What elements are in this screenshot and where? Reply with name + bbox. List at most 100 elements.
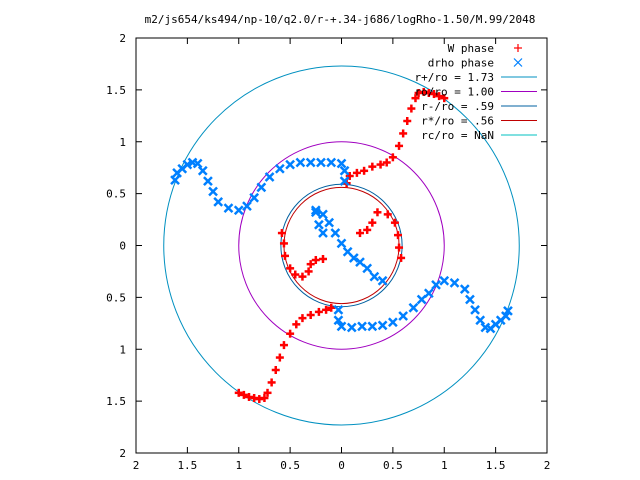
data-point (459, 284, 470, 294)
data-point (416, 294, 427, 305)
legend-label: r-/ro = .59 (421, 100, 494, 113)
data-point (333, 315, 344, 326)
data-point (327, 303, 336, 312)
data-point (388, 153, 397, 162)
data-point (475, 315, 486, 326)
data-point (275, 353, 284, 362)
data-point (249, 192, 260, 203)
data-point (465, 294, 475, 305)
axis-ticks: 2 1.5 1 0.5 0 0.5 1 1.5 221.510.500.511.52 (106, 32, 550, 472)
x-tick-label: 1 (235, 459, 242, 472)
x-tick-label: 0.5 (383, 459, 403, 472)
data-point (333, 304, 344, 315)
y-tick-label: 2 (119, 32, 126, 45)
point-layer (170, 87, 513, 404)
data-point (223, 203, 234, 214)
data-point (256, 182, 267, 193)
y-tick-label: 1 (119, 136, 126, 149)
x-tick-label: 2 (133, 459, 140, 472)
data-point (369, 271, 380, 282)
legend-entry: rc/ro = NaN (421, 129, 537, 142)
data-point (431, 280, 441, 290)
data-point (368, 218, 377, 227)
legend-label: drho phase (428, 57, 494, 70)
data-point (395, 243, 404, 252)
data-point (362, 263, 373, 274)
x-tick-label: 1.5 (177, 459, 197, 472)
data-point (382, 158, 391, 167)
legend-entry: r+/ro = 1.73 (415, 71, 537, 84)
legend-entry: r-/ro = .59 (421, 100, 537, 113)
data-point (203, 176, 213, 187)
data-point (355, 257, 365, 267)
legend-marker (513, 58, 523, 67)
data-point (387, 317, 398, 328)
data-point (398, 311, 409, 321)
data-point (234, 388, 243, 397)
legend-label: ro/ro = 1.00 (415, 86, 494, 99)
data-point (263, 388, 272, 397)
data-point (298, 272, 307, 281)
y-tick-label: 2 (119, 447, 126, 460)
legend-entry: ro/ro = 1.00 (415, 86, 537, 99)
data-point (336, 238, 347, 249)
data-point (170, 175, 180, 186)
data-point (306, 311, 315, 320)
data-point (377, 320, 388, 331)
data-point (326, 157, 337, 168)
data-point (357, 321, 367, 332)
y-tick-label: 1.5 (106, 84, 126, 97)
data-point (182, 159, 193, 170)
data-point (348, 253, 359, 263)
data-point (304, 267, 313, 276)
data-point (316, 157, 326, 168)
data-point (330, 228, 341, 238)
data-point (339, 165, 350, 176)
data-point (377, 275, 388, 286)
data-point (311, 256, 320, 265)
legend-entry: r*/ro = .56 (421, 115, 537, 128)
data-point (407, 104, 416, 113)
data-point (295, 157, 306, 168)
legend-entry: drho phase (428, 57, 523, 70)
data-point (346, 322, 357, 333)
data-point (192, 158, 203, 169)
data-point (260, 394, 269, 403)
data-point (318, 228, 328, 238)
data-point (267, 378, 276, 387)
data-point (336, 321, 347, 332)
x-tick-label: 1.5 (486, 459, 506, 472)
data-point (286, 264, 295, 273)
data-point (503, 305, 513, 316)
data-point (274, 163, 285, 174)
data-point (373, 208, 382, 217)
data-point (285, 159, 296, 170)
data-point (305, 157, 316, 168)
x-tick-label: 0 (338, 459, 345, 472)
x-tick-label: 0.5 (280, 459, 300, 472)
data-point (376, 160, 385, 169)
data-point (390, 218, 399, 227)
series-drho-phase (170, 157, 513, 334)
data-point (314, 219, 324, 230)
chart-title: m2/js654/ks494/np-10/q2.0/r-+.34-j686/lo… (145, 13, 536, 26)
data-point (264, 172, 275, 182)
data-point (435, 92, 444, 101)
data-point (368, 162, 377, 171)
legend-label: rc/ro = NaN (421, 129, 494, 142)
data-point (298, 314, 307, 323)
series-W-phase (234, 87, 449, 404)
y-tick-label: 0.5 (106, 188, 126, 201)
data-point (291, 270, 300, 279)
data-point (336, 158, 347, 169)
legend-label: r*/ro = .56 (421, 115, 494, 128)
data-point (470, 304, 480, 315)
legend-label: r+/ro = 1.73 (415, 71, 494, 84)
data-point (339, 176, 350, 187)
data-point (383, 210, 392, 219)
data-point (397, 253, 406, 262)
data-point (399, 129, 408, 138)
radius-circle (238, 141, 445, 350)
